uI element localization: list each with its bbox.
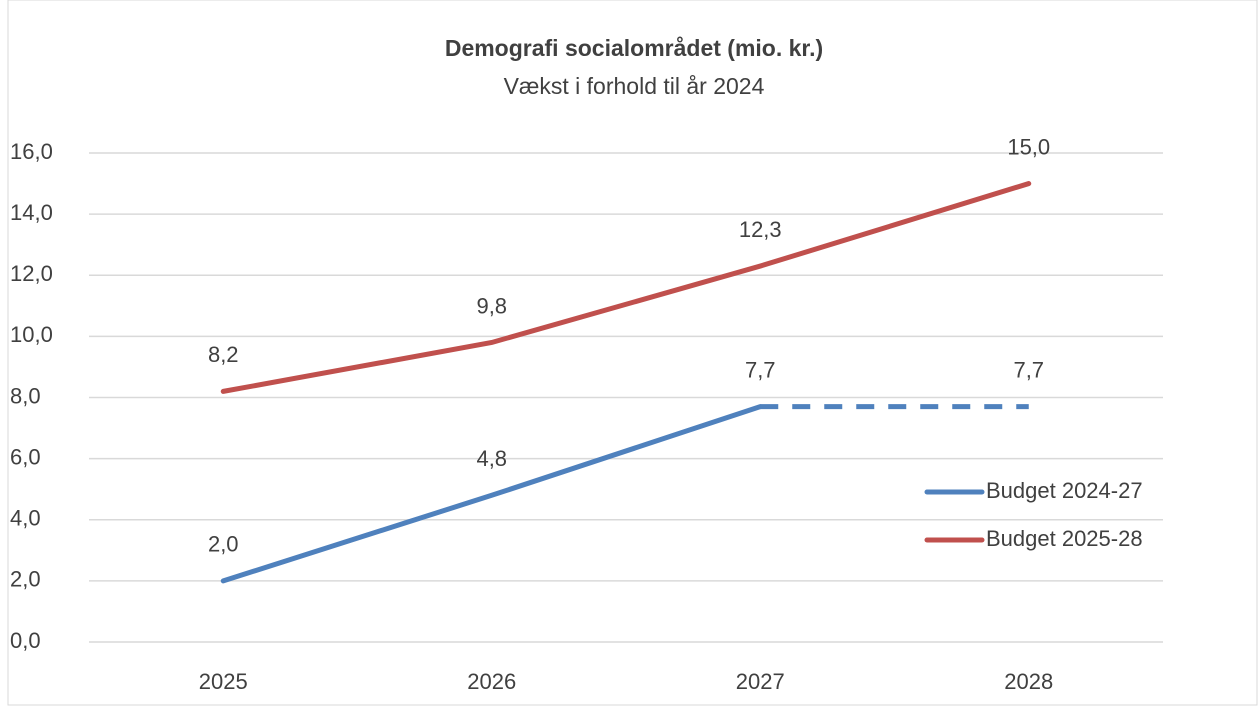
y-tick-label: 14,0 bbox=[10, 200, 53, 225]
x-tick-label: 2028 bbox=[1004, 669, 1053, 694]
y-tick-label: 16,0 bbox=[10, 139, 53, 164]
data-label: 2,0 bbox=[208, 532, 239, 557]
data-label: 15,0 bbox=[1007, 134, 1050, 159]
data-label: 9,8 bbox=[476, 293, 507, 318]
y-tick-label: 10,0 bbox=[10, 322, 53, 347]
chart-subtitle: Vækst i forhold til år 2024 bbox=[504, 73, 765, 99]
y-tick-label: 12,0 bbox=[10, 261, 53, 286]
line bbox=[220, 404, 763, 584]
legend-label: Budget 2024-27 bbox=[986, 478, 1143, 503]
x-tick-label: 2025 bbox=[199, 669, 248, 694]
y-tick-label: 4,0 bbox=[10, 506, 41, 531]
data-label: 7,7 bbox=[1013, 357, 1044, 382]
chart-border bbox=[7, 0, 1258, 706]
y-tick-label: 0,0 bbox=[10, 628, 41, 653]
y-tick-label: 6,0 bbox=[10, 444, 41, 469]
data-label: 8,2 bbox=[208, 342, 239, 367]
legend-label: Budget 2025-28 bbox=[986, 526, 1143, 551]
x-tick-label: 2026 bbox=[467, 669, 516, 694]
chart-title: Demografi socialområdet (mio. kr.) bbox=[445, 35, 823, 61]
x-tick-label: 2027 bbox=[736, 669, 785, 694]
data-label: 7,7 bbox=[745, 357, 776, 382]
y-tick-label: 2,0 bbox=[10, 567, 41, 592]
data-label: 12,3 bbox=[739, 217, 782, 242]
y-tick-label: 8,0 bbox=[10, 383, 41, 408]
line bbox=[220, 181, 1032, 394]
data-label: 4,8 bbox=[476, 446, 507, 471]
